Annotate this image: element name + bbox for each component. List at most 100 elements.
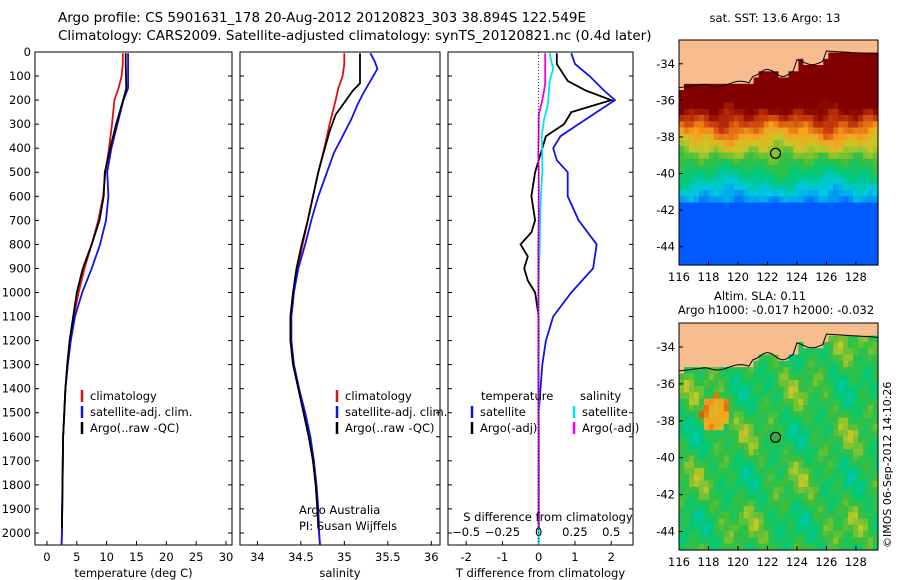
map-cell — [783, 121, 790, 129]
map-cell — [693, 354, 700, 362]
map-cell — [858, 341, 864, 349]
map-cell — [679, 177, 685, 185]
map-cell — [763, 398, 770, 406]
map-cell — [753, 373, 760, 381]
map-cell — [723, 58, 730, 66]
y-tick-label: -36 — [656, 377, 675, 391]
map-cell — [693, 468, 700, 475]
map-cell — [763, 430, 770, 438]
map-cell — [798, 240, 804, 247]
map-cell — [723, 518, 730, 526]
map-cell — [698, 258, 705, 266]
map-cell — [679, 146, 685, 154]
map-cell — [833, 480, 839, 488]
map-cell — [873, 90, 879, 97]
map-cell — [833, 227, 839, 235]
map-cell — [698, 405, 705, 412]
map-cell — [708, 455, 715, 463]
map-cell — [823, 96, 829, 104]
map-cell — [778, 165, 785, 172]
sst-map-title: sat. SST: 13.6 Argo: 13 — [710, 11, 841, 25]
map-cell — [698, 373, 705, 381]
map-cell — [753, 65, 760, 72]
x-tick-label: 36 — [424, 550, 439, 564]
map-cell — [863, 140, 869, 147]
map-cell — [679, 518, 685, 526]
map-cell — [763, 83, 770, 91]
map-cell — [718, 152, 725, 160]
x-axis-label: temperature (deg C) — [74, 566, 192, 580]
map-cell — [873, 133, 879, 141]
map-cell — [763, 152, 770, 160]
map-cell — [728, 221, 735, 229]
map-cell — [788, 252, 795, 260]
map-cell — [738, 71, 745, 79]
map-cell — [843, 373, 849, 381]
map-cell — [698, 40, 705, 47]
map-cell — [778, 58, 785, 66]
map-cell — [748, 455, 755, 463]
map-cell — [838, 77, 844, 85]
map-cell — [818, 537, 824, 545]
map-cell — [848, 158, 854, 166]
map-cell — [798, 233, 804, 241]
map-cell — [823, 411, 829, 419]
map-cell — [853, 108, 859, 116]
map-cell — [713, 190, 720, 197]
map-cell — [698, 360, 705, 368]
map-cell — [863, 373, 869, 381]
map-cell — [758, 449, 765, 456]
map-cell — [793, 449, 799, 456]
map-cell — [753, 127, 760, 135]
sla-field — [679, 323, 879, 551]
map-cell — [858, 474, 864, 482]
map-cell — [773, 493, 780, 501]
map-cell — [684, 392, 690, 400]
map-cell — [753, 40, 760, 47]
map-cell — [788, 183, 795, 191]
map-cell — [708, 108, 715, 116]
map-cell — [828, 115, 834, 122]
map-cell — [763, 52, 770, 60]
map-cell — [833, 102, 839, 110]
map-cell — [863, 77, 869, 85]
map-cell — [863, 430, 869, 438]
map-cell — [823, 430, 829, 438]
map-cell — [728, 46, 735, 54]
map-cell — [713, 543, 720, 551]
map-cell — [813, 329, 819, 337]
map-cell — [684, 474, 690, 482]
map-cell — [773, 246, 780, 254]
map-cell — [838, 474, 844, 482]
map-cell — [828, 246, 834, 254]
map-cell — [848, 367, 854, 374]
map-cell — [768, 360, 775, 368]
map-cell — [808, 323, 814, 330]
map-cell — [833, 71, 839, 79]
map-cell — [843, 379, 849, 387]
map-cell — [723, 90, 730, 97]
map-cell — [783, 65, 790, 72]
map-cell — [778, 252, 785, 260]
map-cell — [693, 227, 700, 235]
map-cell — [813, 323, 819, 330]
map-cell — [863, 171, 869, 179]
map-cell — [679, 360, 685, 368]
map-cell — [679, 40, 685, 47]
map-cell — [763, 121, 770, 129]
map-cell — [763, 386, 770, 393]
map-cell — [773, 183, 780, 191]
map-cell — [768, 165, 775, 172]
map-cell — [718, 190, 725, 197]
map-cell — [823, 58, 829, 66]
map-cell — [679, 323, 685, 330]
map-cell — [689, 449, 695, 456]
map-cell — [693, 115, 700, 122]
map-cell — [868, 115, 874, 122]
map-cell — [723, 215, 730, 222]
map-cell — [723, 474, 730, 482]
map-cell — [833, 152, 839, 160]
map-cell — [793, 360, 799, 368]
map-cell — [768, 240, 775, 247]
map-cell — [798, 90, 804, 97]
